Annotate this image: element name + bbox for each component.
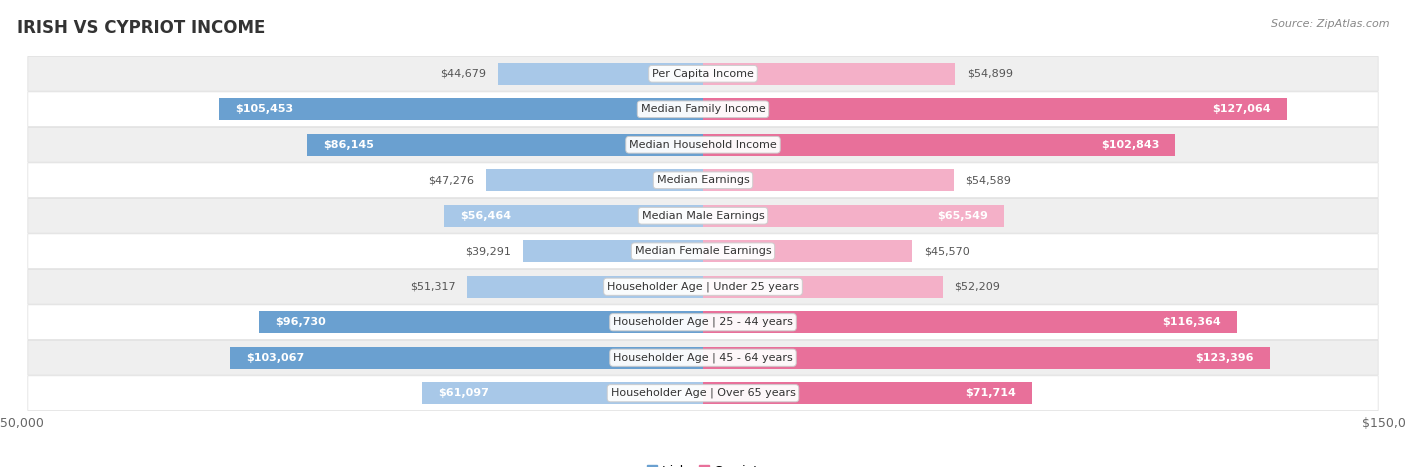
Text: Source: ZipAtlas.com: Source: ZipAtlas.com <box>1271 19 1389 28</box>
Bar <box>486 169 703 191</box>
FancyBboxPatch shape <box>28 198 1378 233</box>
Bar <box>703 347 1270 369</box>
Text: Per Capita Income: Per Capita Income <box>652 69 754 79</box>
Legend: Irish, Cypriot: Irish, Cypriot <box>643 460 763 467</box>
Text: Median Male Earnings: Median Male Earnings <box>641 211 765 221</box>
Text: $54,899: $54,899 <box>967 69 1012 79</box>
Bar <box>219 98 703 120</box>
FancyBboxPatch shape <box>28 340 1378 375</box>
Bar <box>259 311 703 333</box>
Bar <box>703 311 1237 333</box>
Bar <box>444 205 703 227</box>
FancyBboxPatch shape <box>28 234 1378 269</box>
Text: Householder Age | 25 - 44 years: Householder Age | 25 - 44 years <box>613 317 793 327</box>
Bar <box>703 276 943 298</box>
Text: Householder Age | Over 65 years: Householder Age | Over 65 years <box>610 388 796 398</box>
Text: $52,209: $52,209 <box>955 282 1000 292</box>
Text: Median Earnings: Median Earnings <box>657 175 749 185</box>
Text: $103,067: $103,067 <box>246 353 304 363</box>
Text: $56,464: $56,464 <box>460 211 510 221</box>
Text: $116,364: $116,364 <box>1163 317 1222 327</box>
FancyBboxPatch shape <box>28 376 1378 410</box>
Text: $105,453: $105,453 <box>235 104 292 114</box>
Text: IRISH VS CYPRIOT INCOME: IRISH VS CYPRIOT INCOME <box>17 19 266 37</box>
Bar <box>308 134 703 156</box>
Text: $61,097: $61,097 <box>439 388 489 398</box>
Text: $51,317: $51,317 <box>411 282 456 292</box>
Bar <box>703 134 1175 156</box>
FancyBboxPatch shape <box>28 127 1378 162</box>
Text: Householder Age | Under 25 years: Householder Age | Under 25 years <box>607 282 799 292</box>
FancyBboxPatch shape <box>28 92 1378 127</box>
Bar <box>703 98 1286 120</box>
Text: Householder Age | 45 - 64 years: Householder Age | 45 - 64 years <box>613 353 793 363</box>
Bar <box>229 347 703 369</box>
Text: $39,291: $39,291 <box>465 246 510 256</box>
Bar <box>703 382 1032 404</box>
FancyBboxPatch shape <box>28 269 1378 304</box>
Bar <box>523 240 703 262</box>
Text: $96,730: $96,730 <box>274 317 326 327</box>
Text: $127,064: $127,064 <box>1212 104 1271 114</box>
Bar <box>703 63 955 85</box>
Text: $44,679: $44,679 <box>440 69 486 79</box>
Bar <box>498 63 703 85</box>
Bar <box>422 382 703 404</box>
Text: $86,145: $86,145 <box>323 140 374 150</box>
Bar <box>703 240 912 262</box>
Text: $102,843: $102,843 <box>1101 140 1160 150</box>
Bar <box>467 276 703 298</box>
Text: $123,396: $123,396 <box>1195 353 1254 363</box>
FancyBboxPatch shape <box>28 57 1378 91</box>
Text: $54,589: $54,589 <box>965 175 1011 185</box>
Bar <box>703 169 953 191</box>
Text: Median Household Income: Median Household Income <box>628 140 778 150</box>
Text: $71,714: $71,714 <box>966 388 1017 398</box>
Text: $45,570: $45,570 <box>924 246 970 256</box>
Bar <box>703 205 1004 227</box>
FancyBboxPatch shape <box>28 163 1378 198</box>
Text: Median Family Income: Median Family Income <box>641 104 765 114</box>
Text: $47,276: $47,276 <box>429 175 474 185</box>
Text: $65,549: $65,549 <box>938 211 988 221</box>
FancyBboxPatch shape <box>28 305 1378 340</box>
Text: Median Female Earnings: Median Female Earnings <box>634 246 772 256</box>
